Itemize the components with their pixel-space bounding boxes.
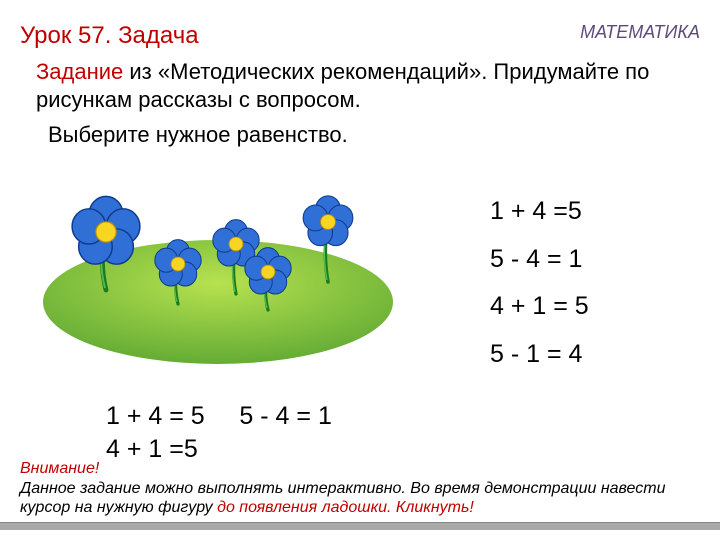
- subject-label: МАТЕМАТИКА: [580, 22, 700, 43]
- footer-bar: [0, 522, 720, 530]
- task-body: из «Методических рекомендаций». Придумай…: [36, 59, 649, 112]
- slide: Урок 57. Задача МАТЕМАТИКА Задание из «М…: [0, 0, 720, 540]
- attention-title: Внимание!: [20, 460, 99, 477]
- meadow-svg: [28, 152, 408, 372]
- breadcrumb: Урок 57. Задача: [20, 22, 199, 50]
- attention: Внимание! Данное задание можно выполнять…: [20, 459, 700, 518]
- equations-bottom: 1 + 4 = 5 5 - 4 = 1 4 + 1 =5: [106, 400, 332, 465]
- instruction: Выберите нужное равенство.: [48, 122, 348, 148]
- eq-r-3[interactable]: 4 + 1 = 5: [490, 283, 589, 331]
- meadow-illustration[interactable]: [28, 152, 408, 372]
- eq-b-line1[interactable]: 1 + 4 = 5 5 - 4 = 1: [106, 400, 332, 433]
- task-text: Задание из «Методических рекомендаций». …: [36, 58, 690, 113]
- task-highlight: Задание: [36, 59, 123, 84]
- eq-r-4[interactable]: 5 - 1 = 4: [490, 331, 589, 379]
- equations-right: 1 + 4 =5 5 - 4 = 1 4 + 1 = 5 5 - 1 = 4: [490, 188, 589, 378]
- attention-tail: до появления ладошки. Кликнуть!: [217, 499, 474, 516]
- eq-r-1[interactable]: 1 + 4 =5: [490, 188, 589, 236]
- eq-r-2[interactable]: 5 - 4 = 1: [490, 236, 589, 284]
